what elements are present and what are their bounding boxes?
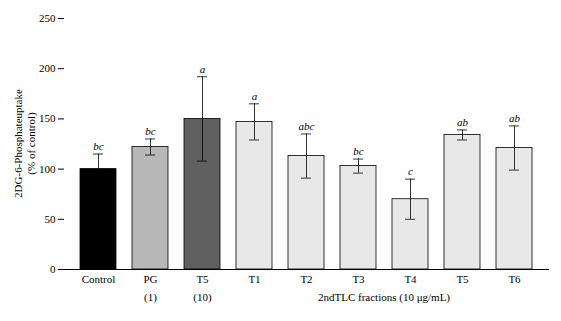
- svg-text:T2: T2: [300, 273, 312, 285]
- svg-text:2ndTLC fractions (10 μg/mL): 2ndTLC fractions (10 μg/mL): [318, 291, 450, 304]
- svg-text:c: c: [408, 165, 413, 177]
- svg-text:ab: ab: [509, 112, 521, 124]
- svg-text:PG: PG: [143, 273, 157, 285]
- svg-text:100: 100: [39, 163, 56, 175]
- svg-text:200: 200: [39, 62, 56, 74]
- svg-text:(10): (10): [193, 291, 212, 304]
- svg-text:T4: T4: [404, 273, 417, 285]
- svg-text:bc: bc: [145, 125, 156, 137]
- svg-text:abc: abc: [299, 120, 315, 132]
- svg-text:bc: bc: [93, 140, 104, 152]
- svg-text:50: 50: [45, 213, 57, 225]
- svg-text:0: 0: [50, 263, 56, 275]
- svg-text:150: 150: [39, 112, 56, 124]
- svg-text:T3: T3: [352, 273, 365, 285]
- svg-text:2DG-6-Phosphateuptake(% of con: 2DG-6-Phosphateuptake(% of control): [12, 89, 38, 198]
- svg-text:ab: ab: [457, 116, 469, 128]
- svg-text:T5: T5: [196, 273, 209, 285]
- svg-text:bc: bc: [353, 145, 364, 157]
- svg-text:a: a: [252, 90, 258, 102]
- svg-text:T6: T6: [508, 273, 521, 285]
- svg-text:Control: Control: [82, 273, 116, 285]
- svg-text:a: a: [200, 63, 206, 75]
- svg-text:250: 250: [39, 12, 56, 24]
- svg-text:T1: T1: [248, 273, 260, 285]
- svg-text:T5: T5: [456, 273, 469, 285]
- svg-text:(1): (1): [144, 291, 157, 304]
